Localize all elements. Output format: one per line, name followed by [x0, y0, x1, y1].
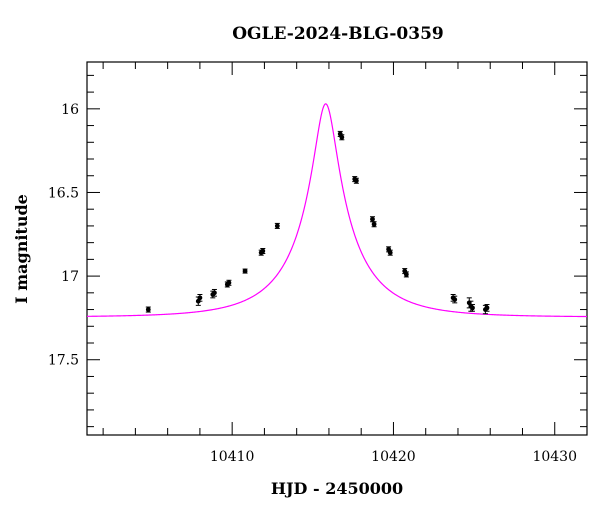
point-marker: [371, 221, 377, 227]
point-marker: [197, 295, 203, 301]
point-marker: [387, 250, 393, 256]
axis-ticks: 10410 10420 10430 16 16.5 17 17.5: [48, 62, 588, 465]
data-point: [484, 304, 490, 312]
y-axis-label: I magnitude: [12, 194, 31, 304]
data-point: [387, 249, 393, 256]
data-point: [145, 306, 151, 313]
x-tick-label: 10410: [210, 449, 255, 465]
y-tick-label: 17.5: [48, 353, 79, 369]
model-curve-line: [86, 103, 588, 318]
data-point: [369, 216, 375, 223]
data-point: [260, 248, 266, 255]
data-points: [145, 130, 490, 315]
x-axis-label: HJD - 2450000: [271, 479, 403, 498]
data-point: [197, 293, 203, 302]
point-marker: [145, 307, 151, 312]
point-marker: [339, 134, 345, 140]
data-point: [211, 288, 217, 297]
point-marker: [370, 216, 375, 222]
data-point: [274, 222, 280, 229]
point-marker: [484, 305, 490, 311]
point-marker: [260, 248, 266, 254]
point-marker: [470, 305, 475, 311]
x-tick-label: 10430: [532, 449, 577, 465]
data-point: [452, 295, 458, 304]
point-marker: [212, 290, 217, 296]
point-marker: [353, 178, 359, 184]
y-tick-label: 16: [61, 102, 79, 118]
data-point: [469, 304, 475, 312]
data-point: [242, 268, 248, 274]
point-marker: [452, 297, 458, 302]
data-point: [353, 177, 359, 184]
point-marker: [403, 272, 409, 277]
data-point: [226, 279, 232, 286]
y-tick-label: 16.5: [48, 185, 79, 201]
plot-border: [86, 61, 588, 436]
point-marker: [274, 223, 280, 229]
chart-title: OGLE-2024-BLG-0359: [232, 24, 444, 44]
data-point: [339, 134, 345, 141]
data-point: [371, 221, 377, 228]
y-tick-label: 17: [61, 269, 79, 285]
model-curve: [86, 103, 588, 318]
plot-frame: [86, 61, 588, 436]
data-point: [403, 271, 409, 278]
point-marker: [242, 268, 248, 274]
x-tick-label: 10420: [371, 449, 416, 465]
point-marker: [226, 280, 232, 286]
